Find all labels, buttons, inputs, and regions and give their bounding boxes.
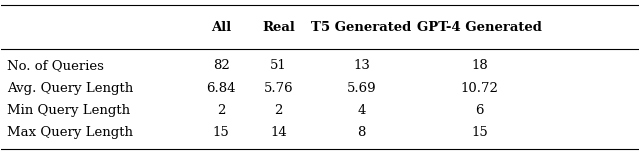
Text: Real: Real bbox=[262, 21, 295, 34]
Text: 18: 18 bbox=[471, 59, 488, 72]
Text: 5.69: 5.69 bbox=[347, 82, 376, 95]
Text: 51: 51 bbox=[270, 59, 287, 72]
Text: 14: 14 bbox=[270, 126, 287, 139]
Text: 10.72: 10.72 bbox=[461, 82, 499, 95]
Text: All: All bbox=[211, 21, 231, 34]
Text: 13: 13 bbox=[353, 59, 370, 72]
Text: 2: 2 bbox=[275, 104, 283, 117]
Text: Max Query Length: Max Query Length bbox=[7, 126, 133, 139]
Text: No. of Queries: No. of Queries bbox=[7, 59, 104, 72]
Text: T5 Generated: T5 Generated bbox=[312, 21, 412, 34]
Text: Avg. Query Length: Avg. Query Length bbox=[7, 82, 133, 95]
Text: 4: 4 bbox=[357, 104, 365, 117]
Text: 15: 15 bbox=[471, 126, 488, 139]
Text: Min Query Length: Min Query Length bbox=[7, 104, 130, 117]
Text: 15: 15 bbox=[212, 126, 229, 139]
Text: 6: 6 bbox=[476, 104, 484, 117]
Text: 82: 82 bbox=[212, 59, 229, 72]
Text: 8: 8 bbox=[357, 126, 365, 139]
Text: 2: 2 bbox=[217, 104, 225, 117]
Text: 6.84: 6.84 bbox=[206, 82, 236, 95]
Text: GPT-4 Generated: GPT-4 Generated bbox=[417, 21, 542, 34]
Text: 5.76: 5.76 bbox=[264, 82, 293, 95]
